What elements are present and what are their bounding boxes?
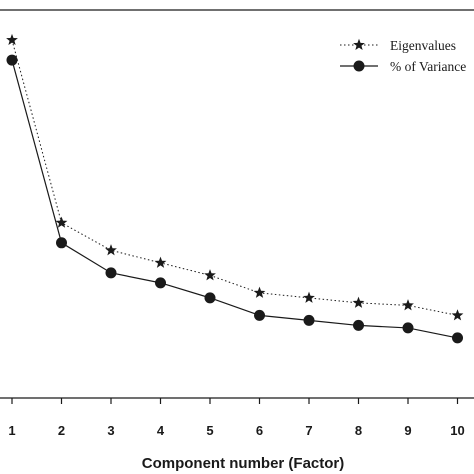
eigenvalues-point <box>402 299 414 311</box>
eigenvalues-point <box>6 33 18 46</box>
series-of-variance <box>6 54 463 344</box>
eigenvalues-line <box>11 39 458 316</box>
data-series <box>6 33 464 344</box>
x-tick-label: 3 <box>107 423 114 438</box>
x-tick-label: 9 <box>404 423 411 438</box>
of-variance-point <box>105 267 117 279</box>
eigenvalues-point <box>352 296 365 308</box>
legend: Eigenvalues % of Variance <box>340 38 466 74</box>
eigenvalues-point <box>253 286 266 298</box>
series-eigenvalues <box>6 33 464 321</box>
x-axis-ticks: 1 2 3 4 5 6 7 8 9 10 <box>8 398 465 438</box>
legend-eigenvalues-label: Eigenvalues <box>390 38 456 53</box>
x-tick-label: 2 <box>58 423 65 438</box>
eigenvalues-point <box>105 244 117 256</box>
x-axis-title: Component number (Factor) <box>142 455 345 472</box>
eigenvalues-point <box>204 269 216 281</box>
x-tick-label: 5 <box>206 423 213 438</box>
x-tick-label: 10 <box>450 423 464 438</box>
of-variance-line <box>11 59 458 339</box>
eigenvalues-point <box>55 216 68 228</box>
eigenvalues-point <box>154 256 167 268</box>
x-tick-label: 6 <box>256 423 263 438</box>
legend-eigenvalues-marker <box>353 38 365 51</box>
eigenvalues-point <box>451 309 464 321</box>
of-variance-point <box>204 292 216 304</box>
legend-variance-marker <box>353 60 365 72</box>
eigenvalues-point <box>303 291 315 303</box>
of-variance-point <box>303 314 315 326</box>
of-variance-point <box>452 332 463 344</box>
of-variance-point <box>6 54 18 66</box>
legend-variance-label: % of Variance <box>390 59 466 74</box>
of-variance-point <box>353 319 364 331</box>
x-tick-label: 8 <box>355 423 362 438</box>
of-variance-point <box>254 309 265 321</box>
of-variance-point <box>155 277 166 289</box>
x-tick-label: 1 <box>8 423 15 438</box>
of-variance-point <box>56 237 67 249</box>
of-variance-point <box>402 322 414 334</box>
x-tick-label: 7 <box>305 423 312 438</box>
x-tick-label: 4 <box>157 423 165 438</box>
